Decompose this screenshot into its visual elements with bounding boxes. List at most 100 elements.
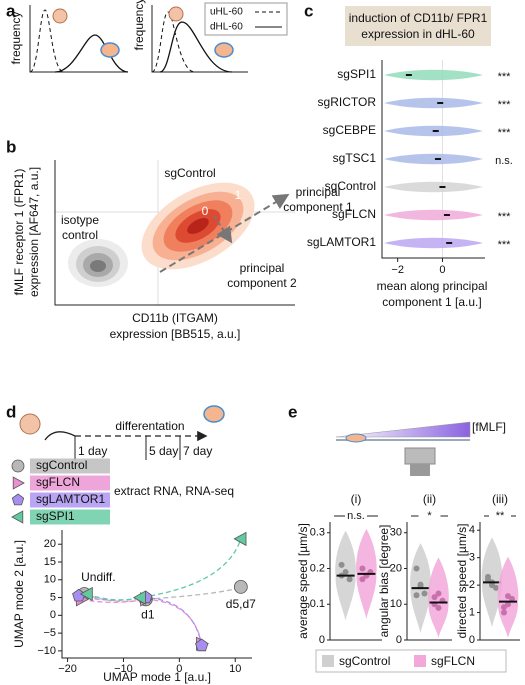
y-tick-label: 5 — [50, 591, 56, 603]
point — [421, 590, 428, 597]
schematic-title: differentation — [115, 419, 184, 433]
legend-box — [204, 2, 288, 36]
x-tick-label: 0 — [176, 663, 182, 675]
y-tick-label: 20 — [390, 562, 402, 574]
point — [359, 576, 366, 583]
day-label: 1 day — [78, 444, 107, 458]
cell-icon — [345, 433, 367, 443]
violin — [384, 181, 483, 193]
legend-box — [30, 492, 110, 508]
x-axis-label: mean along principal — [377, 279, 488, 293]
point — [505, 593, 511, 600]
objective — [404, 447, 436, 465]
axis — [29, 5, 128, 73]
legend-label: sgControl — [339, 654, 390, 668]
y-tick-label: 15 — [44, 556, 56, 568]
day-label: 7 day — [183, 444, 212, 458]
y-axis-label: expression [AF647, a.u.] — [27, 167, 41, 297]
axis — [54, 160, 295, 306]
significance: *** — [498, 211, 512, 223]
y-tick-label: 0.1 — [310, 598, 325, 610]
pc-tick: 0 — [202, 204, 209, 218]
point — [233, 579, 248, 594]
point-label: d1 — [141, 608, 155, 622]
y-tick-label: 0 — [50, 609, 56, 621]
y-tick-label: 0 — [396, 634, 402, 646]
significance: *** — [498, 239, 512, 251]
x-axis-label: CD11b (ITGAM) — [132, 311, 218, 325]
legend-box — [30, 475, 110, 491]
density-curve — [159, 21, 233, 73]
y-tick-label: 30 — [390, 527, 402, 539]
panel-number: (i) — [351, 492, 362, 506]
violin — [428, 557, 449, 638]
legend-box — [315, 649, 507, 673]
legend-label: dHL-60 — [210, 22, 243, 33]
y-tick-label: 20 — [44, 538, 56, 550]
x-tick-label: −10 — [114, 663, 133, 675]
legend-label: sgLAMTOR1 — [36, 492, 105, 506]
category-label: sgCEBPE — [323, 123, 376, 137]
axis — [61, 530, 252, 659]
panel-label: a — [6, 1, 16, 20]
cell-icon — [203, 405, 225, 423]
panel-c: c induction of CD11b/ FPR1 expression in… — [304, 1, 491, 309]
legend-box — [30, 509, 110, 525]
significance: n.s. — [347, 510, 365, 522]
density-curve — [29, 9, 65, 73]
y-axis-label: fMLF receptor 1 (FPR1) — [12, 169, 26, 296]
legend-swatch — [414, 655, 426, 667]
panel-b: b 0 1 isotype control sgControl principa… — [6, 137, 353, 341]
annotation: component 2 — [227, 276, 297, 290]
readout: extract RNA, RNA-seq — [114, 484, 234, 498]
violin — [384, 69, 483, 81]
panel-d: d differentation 1 day 5 day 7 day extra… — [6, 402, 234, 498]
y-axis-label: directed speed [µm/s] — [455, 524, 469, 639]
cell-icon — [168, 6, 184, 22]
point — [233, 531, 247, 547]
y-tick-label: 10 — [390, 598, 402, 610]
isotype-density — [68, 239, 128, 287]
y-axis-label: average speed [µm/s] — [296, 523, 310, 639]
point — [346, 576, 353, 583]
significance: *** — [498, 127, 512, 139]
cell-icon — [100, 42, 120, 58]
y-axis-label: frequency — [132, 0, 146, 50]
y-tick-label: 0 — [469, 634, 475, 646]
significance: * — [427, 510, 432, 522]
y-axis-label: angular bias [degree] — [377, 525, 391, 638]
panel-label: c — [304, 1, 313, 20]
density-curve — [151, 11, 196, 73]
panel-e: e [fMLF] — [288, 402, 507, 673]
legend-label: sgFLCN — [431, 654, 475, 668]
point-label: d5,d7 — [226, 597, 256, 611]
significance: *** — [498, 71, 512, 83]
legend-label: sgControl — [36, 458, 87, 472]
category-label: sgSPI1 — [337, 67, 376, 81]
y-tick-label: 0.3 — [310, 527, 325, 539]
y-tick-label: 2 — [469, 579, 475, 591]
point — [132, 590, 146, 605]
legend-marker — [11, 459, 25, 473]
pc1-arrow — [159, 193, 290, 273]
arrow — [44, 431, 76, 441]
trajectory — [86, 538, 242, 601]
legend-swatch — [322, 655, 334, 667]
x-axis-label: UMAP mode 1 [a.u.] — [103, 670, 211, 684]
y-axis-label: UMAP mode 2 [a.u.] — [12, 540, 26, 648]
x-axis-label: expression [BB515, a.u.] — [110, 327, 241, 341]
significance: *** — [498, 99, 512, 111]
point — [79, 586, 93, 602]
y-tick-label: −10 — [37, 645, 56, 657]
significance-bg — [345, 510, 367, 522]
panel-label: b — [6, 137, 16, 156]
category-label: sgRICTOR — [318, 95, 377, 109]
legend-box — [30, 458, 110, 474]
gradient — [335, 421, 471, 438]
point — [413, 565, 420, 572]
category-label: sgTSC1 — [333, 151, 377, 165]
x-tick-label: −2 — [391, 264, 404, 276]
pc-tick: 1 — [235, 188, 242, 202]
legend-label: sgFLCN — [36, 475, 80, 489]
point — [417, 581, 424, 588]
